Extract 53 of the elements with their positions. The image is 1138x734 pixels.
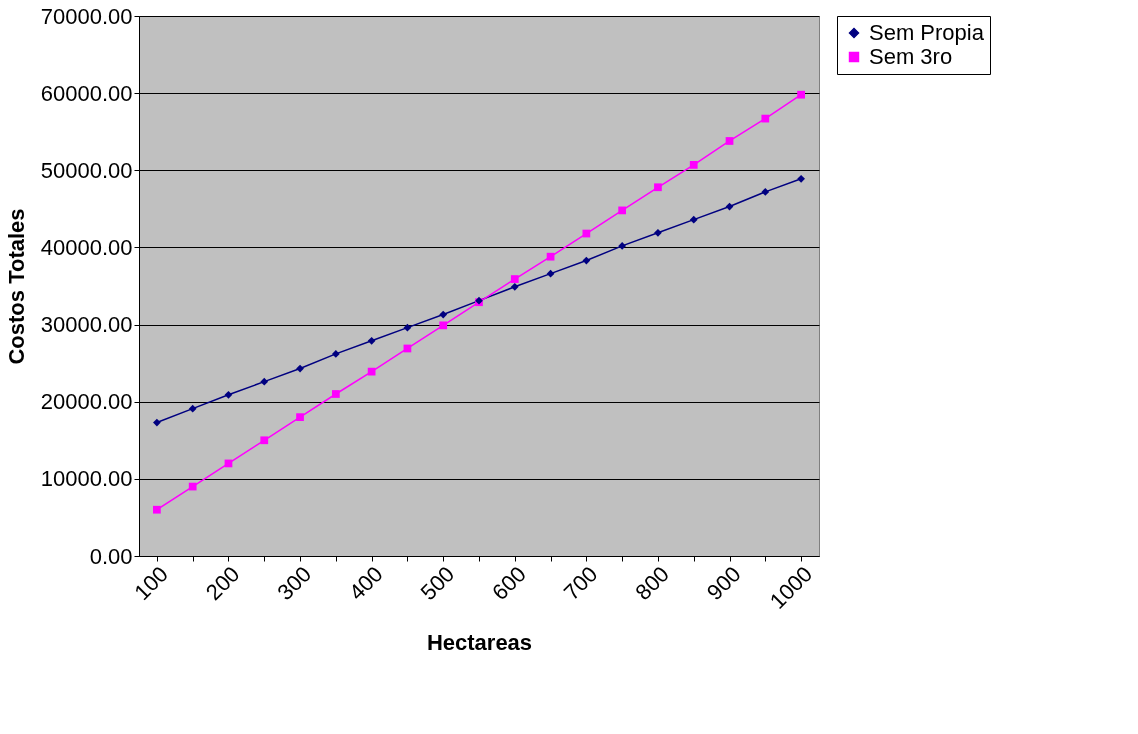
- point: [296, 413, 304, 422]
- x-tick-label: 300: [272, 561, 317, 606]
- point: [582, 256, 591, 265]
- point: [510, 275, 519, 283]
- y-tick-label: 20000.00: [40, 389, 133, 415]
- point: [153, 505, 161, 514]
- legend-label: Sem Propia: [869, 20, 985, 45]
- point: [761, 188, 770, 196]
- legend-label: Sem 3ro: [869, 44, 953, 69]
- point: [797, 90, 805, 99]
- point: [618, 206, 627, 215]
- y-tick-label: 60000.00: [40, 80, 133, 106]
- point: [188, 404, 197, 413]
- x-tick-label: 900: [701, 561, 746, 606]
- y-tick-label: 0.00: [89, 543, 133, 569]
- point: [260, 436, 269, 445]
- point: [761, 114, 770, 123]
- point: [188, 482, 197, 491]
- x-axis-title: Hectareas: [426, 629, 533, 655]
- point: [725, 137, 734, 145]
- point: [331, 350, 340, 358]
- y-tick-label: 70000.00: [40, 3, 133, 29]
- x-tick-label: 700: [558, 561, 603, 606]
- point: [260, 377, 269, 386]
- point: [546, 252, 555, 261]
- point: [689, 215, 698, 224]
- point: [510, 282, 519, 291]
- y-tick-label: 30000.00: [40, 312, 133, 338]
- y-tick-label: 40000.00: [40, 234, 133, 260]
- point: [582, 229, 591, 238]
- point: [654, 183, 662, 192]
- point: [331, 390, 340, 398]
- point: [367, 336, 376, 345]
- x-tick-label: 800: [630, 561, 674, 606]
- point: [689, 161, 698, 169]
- point: [797, 174, 805, 183]
- point: [403, 323, 412, 332]
- point: [367, 367, 376, 376]
- point: [439, 310, 448, 319]
- point: [296, 364, 304, 373]
- point: [654, 228, 662, 237]
- x-tick-label: 500: [415, 561, 460, 606]
- y-axis-title: Costos Totales: [3, 208, 29, 365]
- x-tick-label: 600: [487, 561, 531, 606]
- point: [618, 242, 627, 250]
- y-tick-label: 10000.00: [40, 466, 133, 492]
- point: [153, 418, 161, 427]
- point: [439, 321, 448, 330]
- point: [546, 269, 555, 278]
- point: [224, 390, 233, 399]
- x-tick-label: 400: [344, 561, 388, 606]
- x-tick-label: 200: [200, 561, 245, 606]
- y-tick-label: 50000.00: [40, 157, 133, 183]
